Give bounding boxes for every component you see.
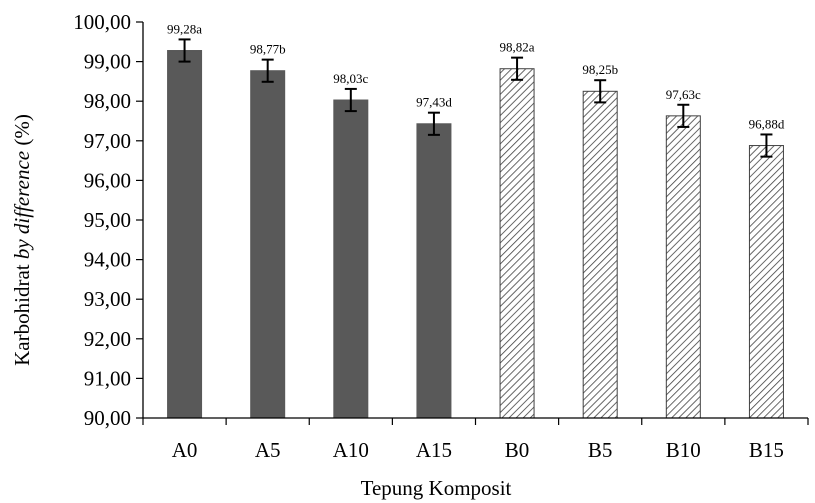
x-tick-label: B10	[666, 438, 701, 462]
data-label: 98,82a	[500, 40, 535, 55]
x-tick-label: A10	[333, 438, 369, 462]
data-label: 98,77b	[250, 42, 286, 57]
bar	[499, 68, 535, 419]
bar	[665, 115, 701, 419]
y-tick-label: 92,00	[84, 327, 131, 351]
x-axis-title: Tepung Komposit	[361, 476, 512, 500]
axes-group: A0 A5 A10 A15 B0 B5 B10 B15	[142, 22, 809, 462]
x-tick-label: B0	[505, 438, 530, 462]
y-tick-label: 91,00	[84, 366, 131, 390]
bar	[582, 90, 618, 419]
y-tick-label: 98,00	[84, 89, 131, 113]
x-tick-label: A0	[172, 438, 198, 462]
bar	[250, 70, 286, 419]
x-tick-label: B5	[588, 438, 613, 462]
bar	[748, 145, 784, 419]
y-tick-label: 97,00	[84, 129, 131, 153]
x-tick-label: A15	[416, 438, 452, 462]
data-label: 98,25b	[582, 62, 618, 77]
y-tick-group: 90,00 91,00 92,00 93,00 94,00 95,00 96,00 97,00…	[73, 10, 143, 430]
data-label: 98,03c	[333, 71, 368, 86]
y-axis-title: Karbohidrat by difference (%)	[10, 114, 34, 366]
bar	[416, 123, 452, 419]
y-tick-label: 95,00	[84, 208, 131, 232]
bar	[167, 50, 203, 419]
data-label: 97,43d	[416, 95, 452, 110]
x-tick-label: A5	[255, 438, 281, 462]
y-tick-label: 96,00	[84, 168, 131, 192]
y-tick-label: 94,00	[84, 248, 131, 272]
data-label: 96,88d	[749, 116, 785, 131]
y-tick-label: 93,00	[84, 287, 131, 311]
y-tick-label: 99,00	[84, 50, 131, 74]
bar-group: 99,28a 98,77b 98,03c 97,43d 98,82a 98,25b 97,6…	[167, 21, 785, 419]
y-tick-label: 90,00	[84, 406, 131, 430]
data-label: 99,28a	[167, 21, 202, 36]
data-label: 97,63c	[666, 87, 701, 102]
bar	[333, 99, 369, 419]
y-tick-label: 100,00	[73, 10, 131, 34]
x-tick-label: B15	[749, 438, 784, 462]
